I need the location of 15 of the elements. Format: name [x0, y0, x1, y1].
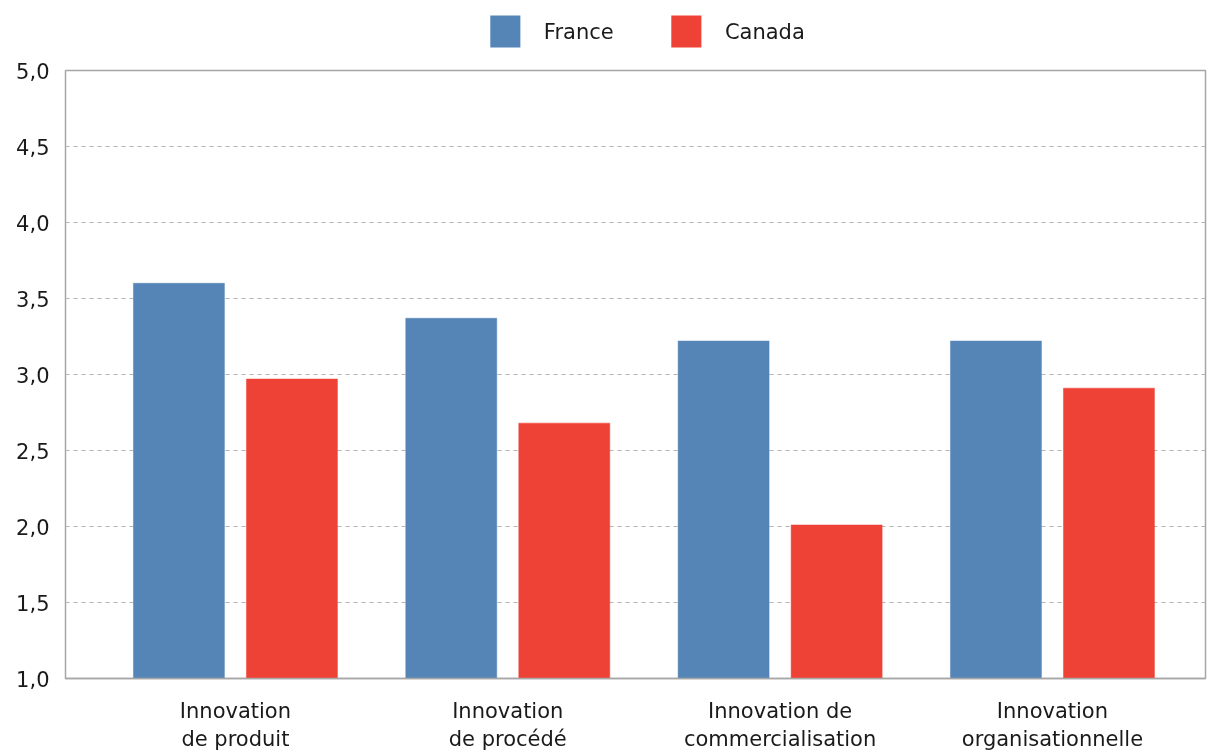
- y-tick-label: 1,5: [16, 591, 50, 616]
- y-tick-label: 4,5: [16, 135, 50, 160]
- y-tick-label: 2,0: [16, 515, 50, 540]
- y-tick-label: 1,0: [16, 667, 50, 692]
- y-tick-label: 4,0: [16, 211, 50, 236]
- y-tick-label: 3,0: [16, 363, 50, 388]
- y-tick-label: 3,5: [16, 287, 50, 312]
- y-tick-label: 2,5: [16, 439, 50, 464]
- x-tick-label: Innovation de procédé: [448, 698, 567, 752]
- x-tick-label: Innovation organisationnelle: [961, 698, 1144, 752]
- legend-label: Canada: [724, 19, 805, 44]
- x-tick-label: Innovation de commercialisation: [683, 698, 877, 752]
- y-tick-label: 5,0: [16, 59, 50, 84]
- x-tick-label: Innovation de produit: [179, 698, 292, 752]
- legend-label: France: [543, 19, 614, 44]
